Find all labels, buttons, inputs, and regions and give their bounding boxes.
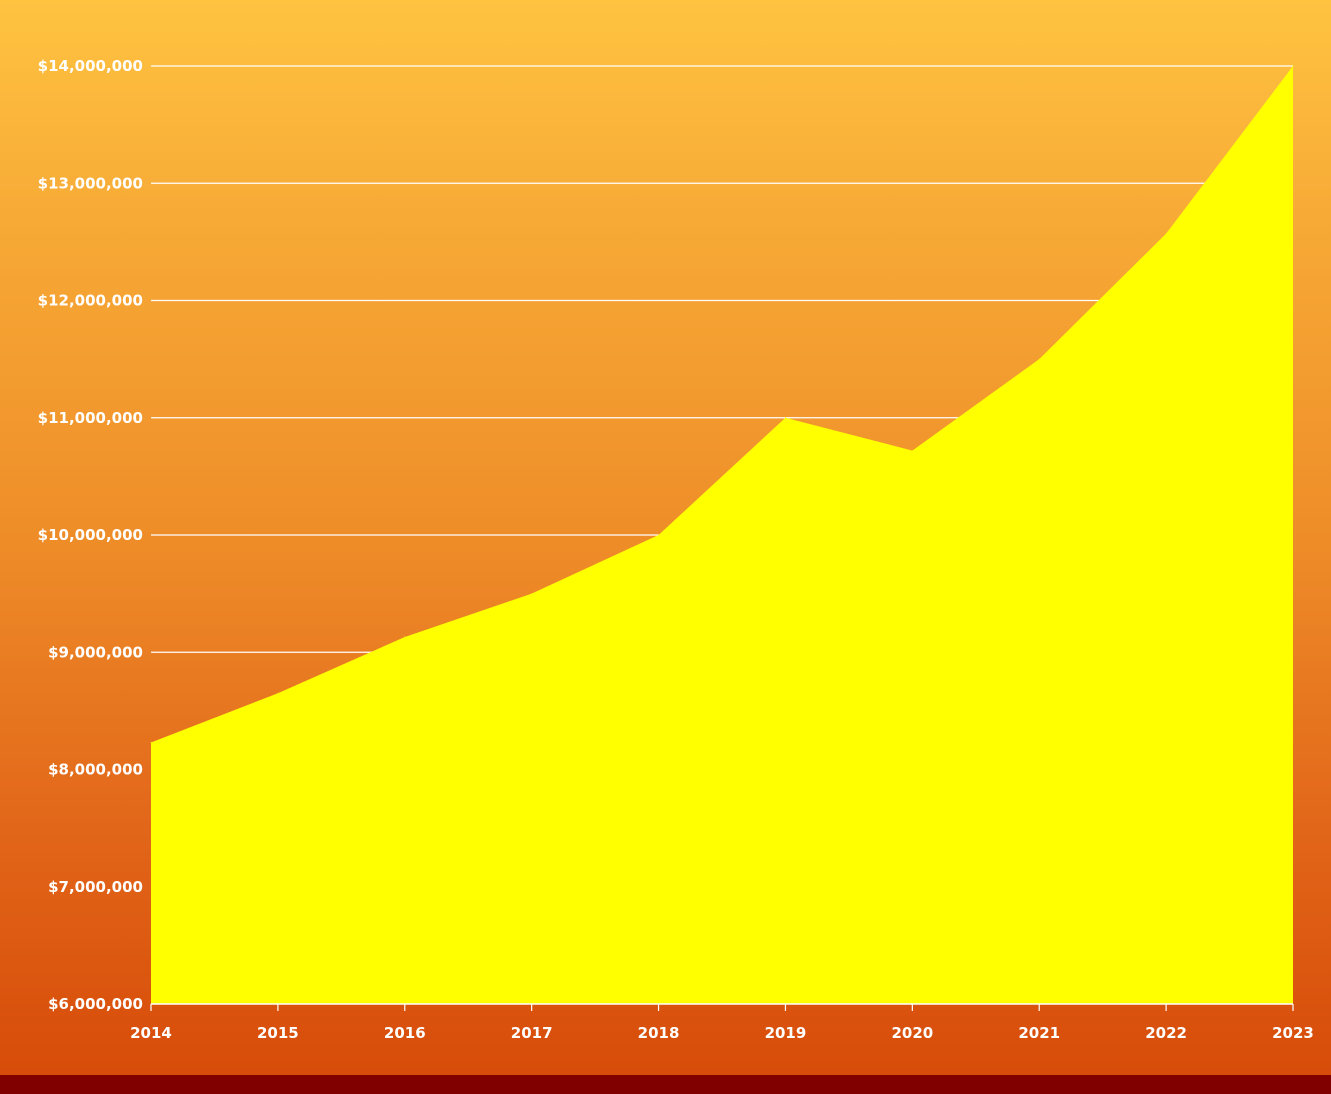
data-point-2016: [404, 636, 406, 638]
data-point-2014: [150, 742, 152, 744]
y-tick-label: $10,000,000: [38, 526, 143, 544]
area-fill: [151, 66, 1293, 1004]
data-point-2020: [911, 450, 913, 452]
area-series: [150, 65, 1294, 1004]
x-tick-label: 2015: [257, 1024, 299, 1042]
bottom-bar: [0, 1075, 1331, 1094]
y-tick-label: $12,000,000: [38, 292, 143, 310]
data-point-2023: [1292, 65, 1294, 67]
y-tick-label: $14,000,000: [38, 57, 143, 75]
x-tick-label: 2019: [765, 1024, 807, 1042]
y-tick-label: $11,000,000: [38, 409, 143, 427]
x-axis-tick-labels: 2014 2015 2016 2017 2018 2019 2020 2021 2022 2023: [130, 1024, 1314, 1042]
x-tick-label: 2021: [1018, 1024, 1060, 1042]
y-tick-label: $9,000,000: [48, 643, 143, 661]
data-point-2015: [277, 692, 279, 694]
data-point-2019: [784, 417, 786, 419]
x-tick-label: 2016: [384, 1024, 426, 1042]
data-point-2022: [1165, 233, 1167, 235]
y-tick-label: $7,000,000: [48, 878, 143, 896]
x-tick-label: 2020: [891, 1024, 933, 1042]
x-tick-label: 2022: [1145, 1024, 1187, 1042]
data-point-2018: [658, 534, 660, 536]
y-tick-label: $6,000,000: [48, 995, 143, 1013]
data-point-2021: [1038, 358, 1040, 360]
axes: [150, 1003, 1294, 1011]
data-point-2017: [531, 593, 533, 595]
x-tick-label: 2018: [638, 1024, 680, 1042]
y-tick-label: $8,000,000: [48, 761, 143, 779]
x-tick-label: 2023: [1272, 1024, 1314, 1042]
x-tick-label: 2017: [511, 1024, 553, 1042]
y-axis-tick-labels: $6,000,000 $7,000,000 $8,000,000 $9,000,000…: [38, 57, 143, 1013]
y-tick-label: $13,000,000: [38, 174, 143, 192]
x-tick-label: 2014: [130, 1024, 172, 1042]
